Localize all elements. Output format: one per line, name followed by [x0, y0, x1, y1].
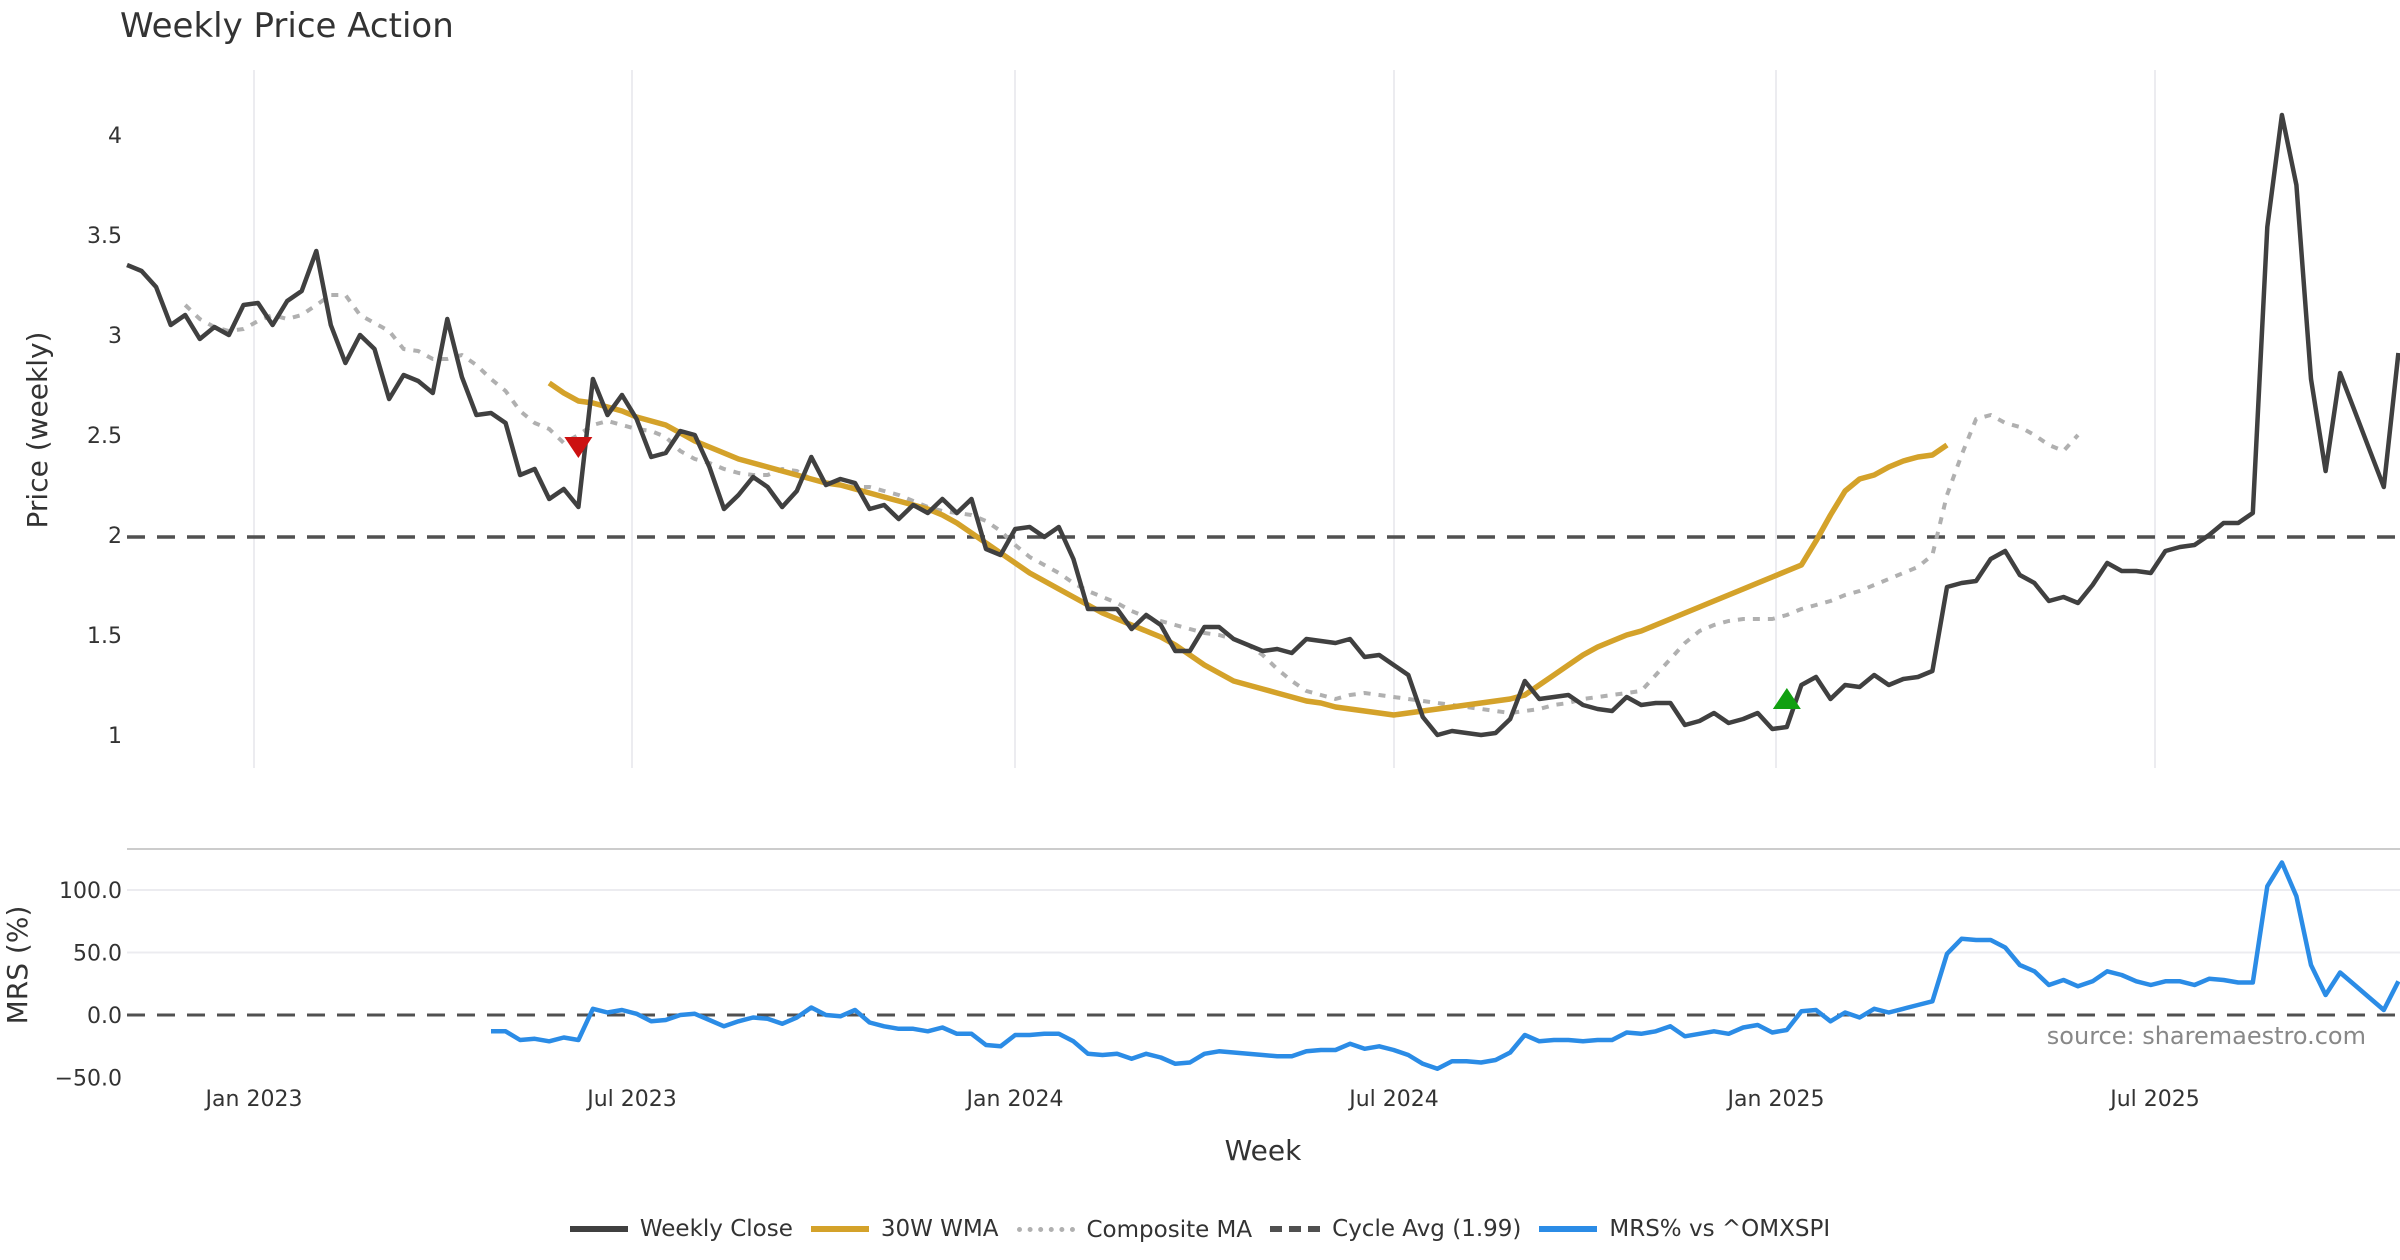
weekly-close-line [126, 112, 2400, 738]
legend-item[interactable]: Weekly Close [569, 1216, 793, 1242]
x-tick: Jul 2023 [585, 1087, 677, 1112]
price-y-tick: 2 [108, 524, 122, 549]
price-y-tick: 1.5 [87, 624, 122, 649]
mrs-y-axis-label: MRS (%) [1, 906, 34, 1025]
price-y-tick: 3 [108, 324, 122, 349]
price-y-tick: 3.5 [87, 224, 122, 249]
wma-30w-line [547, 380, 1949, 718]
legend-label: Cycle Avg (1.99) [1332, 1216, 1522, 1242]
price-y-tick: 1 [108, 724, 122, 749]
legend-swatch [1539, 1226, 1598, 1232]
legend-label: Composite MA [1086, 1216, 1253, 1243]
legend: Weekly Close 30W WMA Composite MA Cycle Avg… [0, 1212, 2400, 1243]
mrs-y-tick: 100.0 [59, 879, 122, 904]
x-tick: Jan 2023 [204, 1087, 303, 1112]
legend-item[interactable]: Composite MA [1016, 1216, 1253, 1243]
x-axis-label: Week [1225, 1134, 1302, 1167]
chart-title: Weekly Price Action [120, 6, 454, 46]
legend-label: 30W WMA [880, 1216, 999, 1242]
price-y-tick: 2.5 [87, 424, 122, 449]
mrs-line [491, 860, 2400, 1072]
source-annotation: source: sharemaestro.com [2047, 1022, 2366, 1050]
x-tick: Jan 2025 [1726, 1087, 1825, 1112]
legend-swatch [1270, 1226, 1321, 1232]
x-tick: Jul 2025 [2108, 1087, 2200, 1112]
chart-svg: 1 1.5 2 2.5 3 3.5 4 −50.0 0.0 50.0 100.0 Jan 2023… [1, 70, 2400, 1167]
legend-item[interactable]: 30W WMA [810, 1216, 999, 1242]
price-y-tick: 4 [108, 124, 122, 149]
mrs-y-tick: 50.0 [73, 942, 122, 967]
composite-ma-line [183, 293, 2080, 715]
legend-swatch [810, 1226, 869, 1232]
legend-label: MRS% vs ^OMXSPI [1609, 1216, 1831, 1242]
x-tick: Jul 2024 [1347, 1087, 1439, 1112]
buy-signal-marker [1772, 688, 1801, 709]
legend-item[interactable]: Cycle Avg (1.99) [1270, 1216, 1521, 1242]
x-tick: Jan 2024 [965, 1087, 1064, 1112]
legend-swatch [569, 1226, 628, 1232]
legend-label: Weekly Close [639, 1216, 793, 1242]
mrs-y-tick: −50.0 [55, 1067, 122, 1092]
legend-swatch [1016, 1227, 1075, 1232]
mrs-y-tick: 0.0 [87, 1004, 122, 1029]
price-y-axis-label: Price (weekly) [21, 332, 54, 529]
legend-item[interactable]: MRS% vs ^OMXSPI [1539, 1216, 1830, 1242]
sell-signal-marker [564, 437, 593, 458]
